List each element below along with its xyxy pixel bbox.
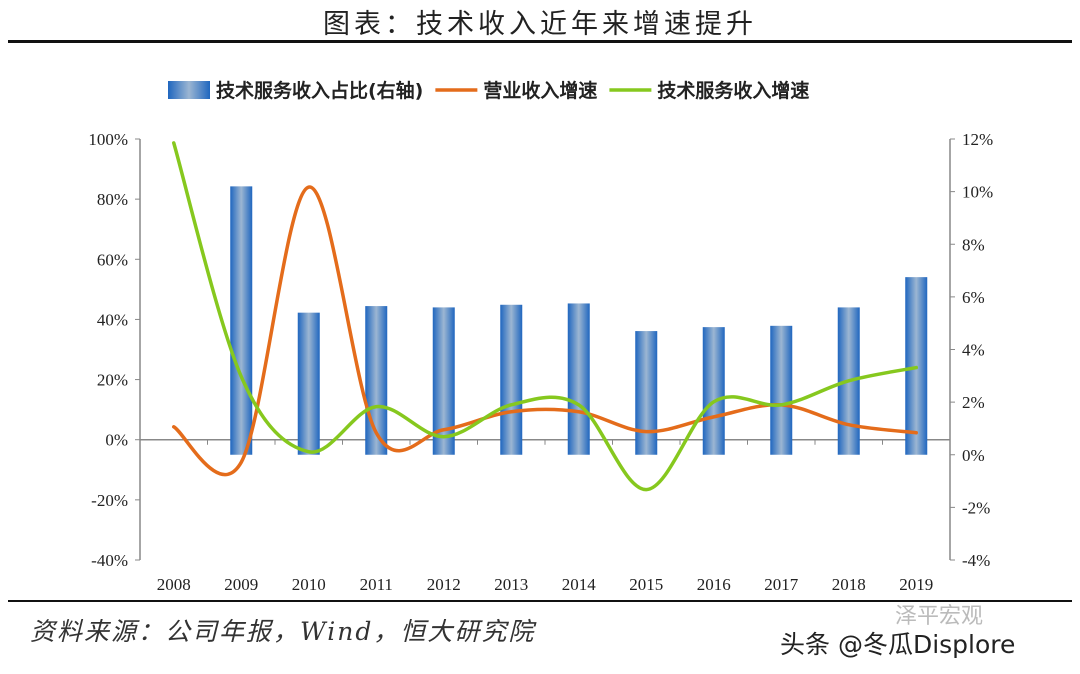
left-tick-label: 80% [97, 190, 128, 209]
x-tick-label: 2017 [764, 575, 799, 594]
x-tick-label: 2011 [360, 575, 393, 594]
right-tick-label: -2% [962, 498, 990, 517]
right-tick-label: 0% [962, 446, 985, 465]
bar-2010 [297, 312, 320, 455]
right-tick-label: 8% [962, 235, 985, 254]
x-tick-label: 2012 [427, 575, 461, 594]
bar-2009 [230, 186, 253, 455]
x-tick-label: 2013 [494, 575, 528, 594]
legend-label: 营业收入增速 [483, 79, 597, 102]
left-tick-label: -40% [91, 551, 128, 570]
legend-label: 技术服务收入增速 [657, 79, 809, 102]
top-rule [8, 40, 1072, 43]
left-tick-label: 40% [97, 310, 128, 329]
axes: -40% -20% 0% 20% 40% 60% 80% 100% -4% -2% 0% 2% 4% 6%… [88, 130, 993, 594]
x-tick-label: 2010 [292, 575, 326, 594]
watermark-logo: 泽平宏观 [895, 604, 984, 629]
right-tick-label: 6% [962, 288, 985, 307]
x-tick-label: 2016 [697, 575, 731, 594]
right-tick-label: 2% [962, 393, 985, 412]
x-tick-label: 2015 [629, 575, 663, 594]
left-tick-label: -20% [91, 491, 128, 510]
bar-2014 [567, 303, 590, 455]
bar-2015 [635, 331, 658, 455]
source-note: 资料来源：公司年报，Wind，恒大研究院 [30, 617, 536, 646]
left-tick-label: 100% [88, 130, 128, 149]
line-series-1 [172, 185, 918, 477]
line-series-2 [172, 141, 918, 492]
x-tick-label: 2018 [832, 575, 866, 594]
x-tick-label: 2008 [157, 575, 191, 594]
x-tick-label: 2014 [562, 575, 597, 594]
chart-title: 图表：技术收入近年来增速提升 [323, 9, 757, 40]
right-tick-label: 4% [962, 341, 985, 360]
lines [172, 141, 918, 492]
bar-2013 [500, 304, 523, 455]
legend-label: 技术服务收入占比(右轴) [216, 79, 423, 102]
bars [230, 186, 928, 455]
legend-bar-swatch [168, 81, 210, 99]
x-tick-label: 2019 [899, 575, 933, 594]
bar-2012 [432, 307, 455, 455]
bar-2017 [770, 325, 793, 455]
bar-2016 [702, 327, 725, 455]
x-tick-label: 2009 [224, 575, 258, 594]
right-tick-label: 10% [962, 183, 993, 202]
left-tick-label: 60% [97, 250, 128, 269]
bottom-rule [8, 600, 1072, 602]
watermark: 头条 @冬瓜Displore [780, 630, 1016, 659]
right-tick-label: 12% [962, 130, 993, 149]
right-tick-label: -4% [962, 551, 990, 570]
left-tick-label: 0% [105, 431, 128, 450]
legend: 技术服务收入占比(右轴) 营业收入增速 技术服务收入增速 [168, 79, 809, 102]
left-tick-label: 20% [97, 371, 128, 390]
